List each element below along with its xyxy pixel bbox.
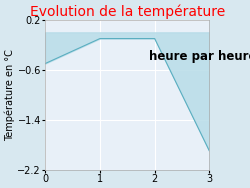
Text: heure par heure: heure par heure	[149, 50, 250, 63]
Y-axis label: Température en °C: Température en °C	[4, 49, 15, 141]
Title: Evolution de la température: Evolution de la température	[30, 4, 225, 19]
